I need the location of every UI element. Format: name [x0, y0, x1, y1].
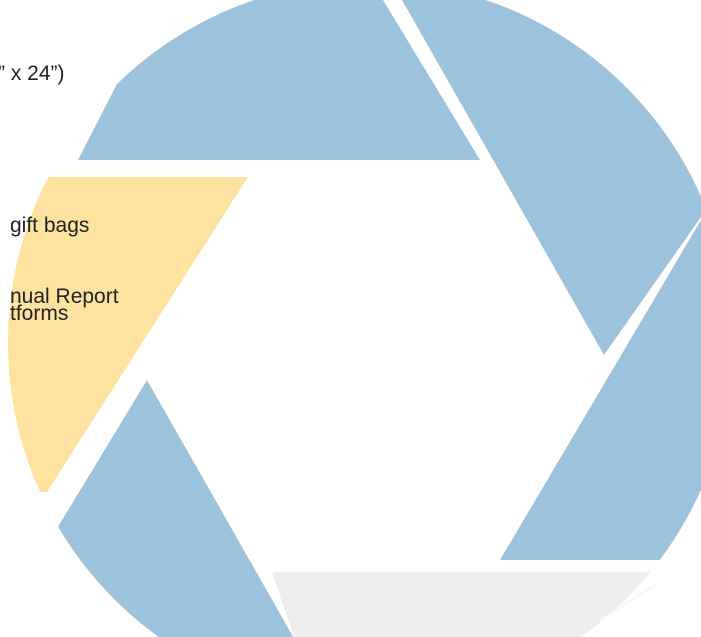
- aperture-blade-bottom: [272, 572, 669, 637]
- aperture-blade-lower-right: [500, 220, 701, 560]
- blade-edge-highlight: [599, 584, 656, 621]
- aperture-blade-top: [78, 0, 480, 160]
- aperture-blade-left: [8, 177, 248, 492]
